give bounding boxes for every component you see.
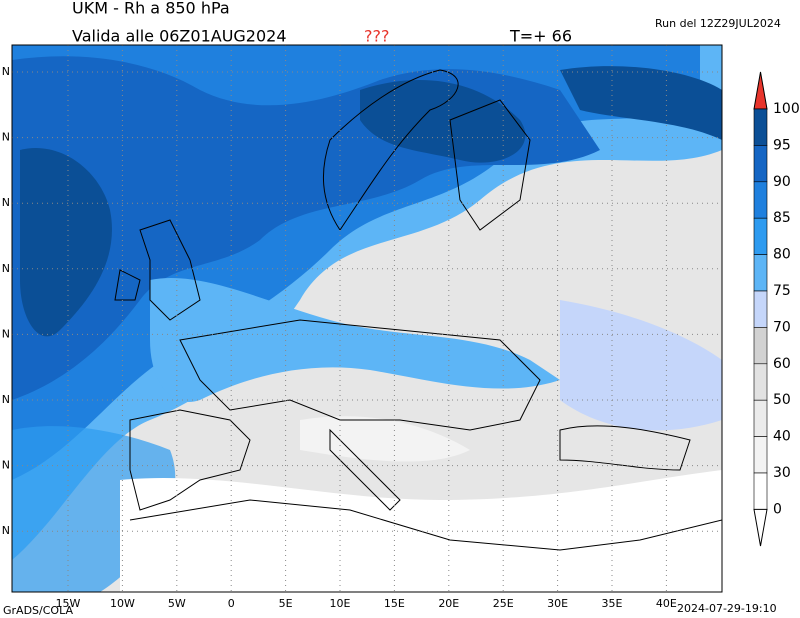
colorbar-label: 75 bbox=[773, 283, 791, 299]
colorbar-label: 85 bbox=[773, 210, 791, 226]
lat-label: N bbox=[2, 393, 10, 406]
valid-time: Valida alle 06Z01AUG2024 bbox=[72, 27, 287, 46]
lon-label: 0 bbox=[228, 597, 235, 610]
lon-label: 5E bbox=[279, 597, 293, 610]
lat-label: N bbox=[2, 262, 10, 275]
colorbar-label: 50 bbox=[773, 392, 791, 408]
title: UKM - Rh a 850 hPa bbox=[72, 0, 230, 18]
lon-label: 15W bbox=[56, 597, 81, 610]
colorbar-box bbox=[753, 436, 768, 474]
colorbar-box bbox=[753, 254, 768, 292]
lat-label: N bbox=[2, 131, 10, 144]
map-frame bbox=[11, 44, 723, 593]
colorbar-box bbox=[753, 399, 768, 437]
lon-label: 10E bbox=[330, 597, 351, 610]
footer-left: GrADS/COLA bbox=[3, 604, 73, 617]
colorbar-under bbox=[753, 508, 768, 547]
colorbar-label: 30 bbox=[773, 465, 791, 481]
run-time: Run del 12Z29JUL2024 bbox=[655, 17, 781, 30]
colorbar-over bbox=[753, 71, 768, 110]
lon-label: 15E bbox=[384, 597, 405, 610]
colorbar-box bbox=[753, 108, 768, 146]
colorbar-label: 95 bbox=[773, 137, 791, 153]
lat-label: N bbox=[2, 65, 10, 78]
colorbar-label: 80 bbox=[773, 247, 791, 263]
lon-label: 25E bbox=[493, 597, 514, 610]
colorbar-box bbox=[753, 217, 768, 255]
colorbar-box bbox=[753, 181, 768, 219]
lat-label: N bbox=[2, 459, 10, 472]
lon-label: 35E bbox=[602, 597, 623, 610]
lon-label: 40E bbox=[656, 597, 677, 610]
colorbar-box bbox=[753, 363, 768, 401]
lon-label: 20E bbox=[438, 597, 459, 610]
map-labels: 15W 10W 5W 0 5E 10E 15E 20E 25E 30E 35E 40E N N N N N N N N bbox=[2, 65, 677, 610]
lat-label: N bbox=[2, 196, 10, 209]
forecast-step: T=+ 66 bbox=[509, 27, 572, 46]
colorbar-label: 100 bbox=[773, 101, 800, 117]
colorbar-box bbox=[753, 327, 768, 365]
flag: ??? bbox=[364, 27, 389, 46]
graticule bbox=[12, 45, 722, 592]
lon-label: 10W bbox=[110, 597, 135, 610]
lat-label: N bbox=[2, 327, 10, 340]
lat-label: N bbox=[2, 524, 10, 537]
colorbar-label: 90 bbox=[773, 174, 791, 190]
colorbar-box bbox=[753, 290, 768, 328]
colorbar: 100 95 90 85 80 75 70 60 50 40 30 0 bbox=[753, 71, 800, 547]
footer-right: 2024-07-29-19:10 bbox=[677, 602, 777, 615]
colorbar-label: 0 bbox=[773, 501, 782, 517]
colorbar-label: 60 bbox=[773, 356, 791, 372]
colorbar-label: 70 bbox=[773, 319, 791, 335]
colorbar-label: 40 bbox=[773, 429, 791, 445]
lon-label: 5W bbox=[168, 597, 186, 610]
colorbar-box bbox=[753, 472, 768, 510]
lon-label: 30E bbox=[547, 597, 568, 610]
map-field bbox=[12, 45, 722, 592]
colorbar-box bbox=[753, 145, 768, 183]
